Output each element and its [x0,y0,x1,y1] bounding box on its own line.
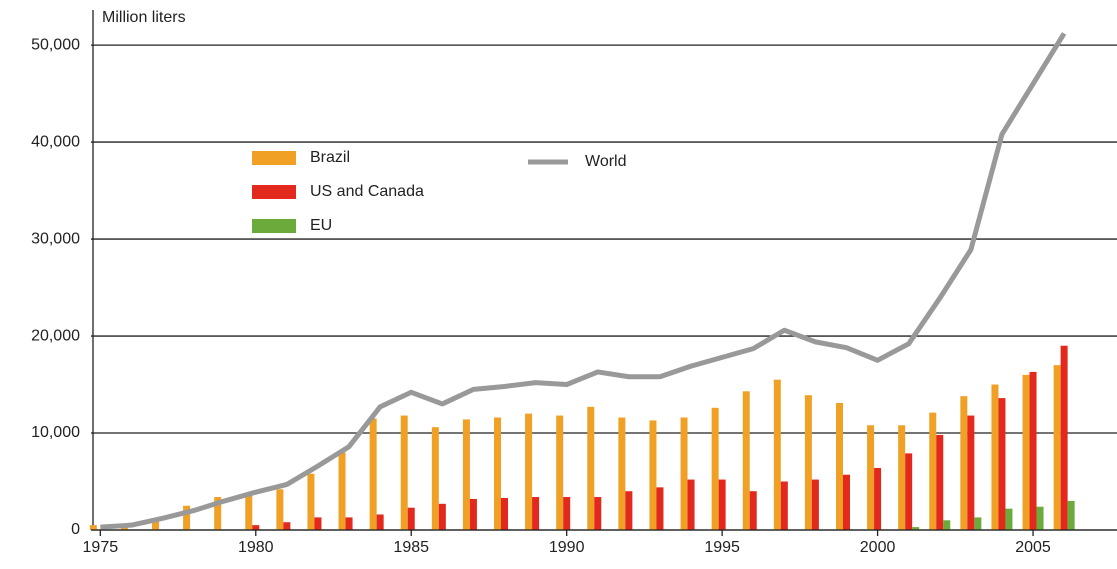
legend-swatch [252,151,296,165]
legend-label: Brazil [310,149,350,166]
bar [1053,365,1061,530]
line [100,32,1067,530]
bar [1036,506,1044,530]
y-tick-label: 20,000 [31,327,80,344]
x-tick-label: 2000 [860,539,896,556]
bar [974,517,982,530]
bar [345,517,353,530]
bar [867,425,875,530]
legend-label: World [585,153,627,170]
legend-swatch [252,219,296,233]
x-tick-label: 1990 [549,539,585,556]
legend-swatch [252,185,296,199]
bar [835,402,843,530]
x-tick-label: 1995 [704,539,740,556]
bar [625,491,633,530]
bar [183,505,191,530]
bar [749,491,757,530]
bar [967,415,975,530]
bar [594,497,602,530]
bar [998,398,1006,530]
bar [252,525,260,530]
bar [376,514,384,530]
bar [711,407,719,530]
y-axis-label: Million liters [102,9,186,26]
bar [960,396,968,530]
bar [438,503,446,530]
bar [462,419,470,530]
bar [687,479,695,530]
bar [338,452,346,530]
bar [587,406,595,530]
bar [214,497,222,530]
legend-label: EU [310,217,332,234]
bar [811,479,819,530]
bar [494,417,502,530]
bar [804,395,812,530]
bar [556,415,564,530]
bar [283,522,291,530]
y-tick-label: 30,000 [31,230,80,247]
bar [369,418,377,530]
bar [780,481,788,530]
bar [773,379,781,530]
bar [905,453,913,530]
bar [307,473,315,530]
bar [407,507,415,530]
bar [501,497,509,530]
x-tick-label: 2005 [1015,539,1051,556]
bar [245,494,253,530]
bar [943,520,951,530]
bar [89,525,97,530]
bar [1067,500,1075,530]
bar [525,413,533,530]
bar [1005,508,1013,530]
bar [1029,371,1037,530]
bar [400,415,408,530]
bar [276,489,284,530]
bar [656,487,664,530]
bar [898,425,906,530]
bar [680,417,688,530]
y-tick-label: 10,000 [31,424,80,441]
bar [314,517,322,530]
bar [152,520,160,530]
bar [431,427,439,530]
bar [742,391,750,530]
bar [1060,345,1068,530]
bar [532,497,540,530]
x-tick-label: 1985 [393,539,429,556]
bar [929,412,937,530]
bar [912,527,920,530]
bar [649,420,657,530]
bar [563,497,571,530]
x-tick-label: 1980 [238,539,274,556]
bar [469,498,477,530]
y-tick-label: 40,000 [31,133,80,150]
legend-label: US and Canada [310,183,424,200]
y-tick-label: 0 [71,521,80,538]
bar [936,434,944,530]
y-tick-label: 50,000 [31,36,80,53]
bar [1022,374,1030,530]
bar [874,467,882,530]
bar [718,479,726,530]
bar [618,417,626,530]
x-tick-label: 1975 [83,539,119,556]
bar [991,384,999,530]
bar [842,474,850,530]
